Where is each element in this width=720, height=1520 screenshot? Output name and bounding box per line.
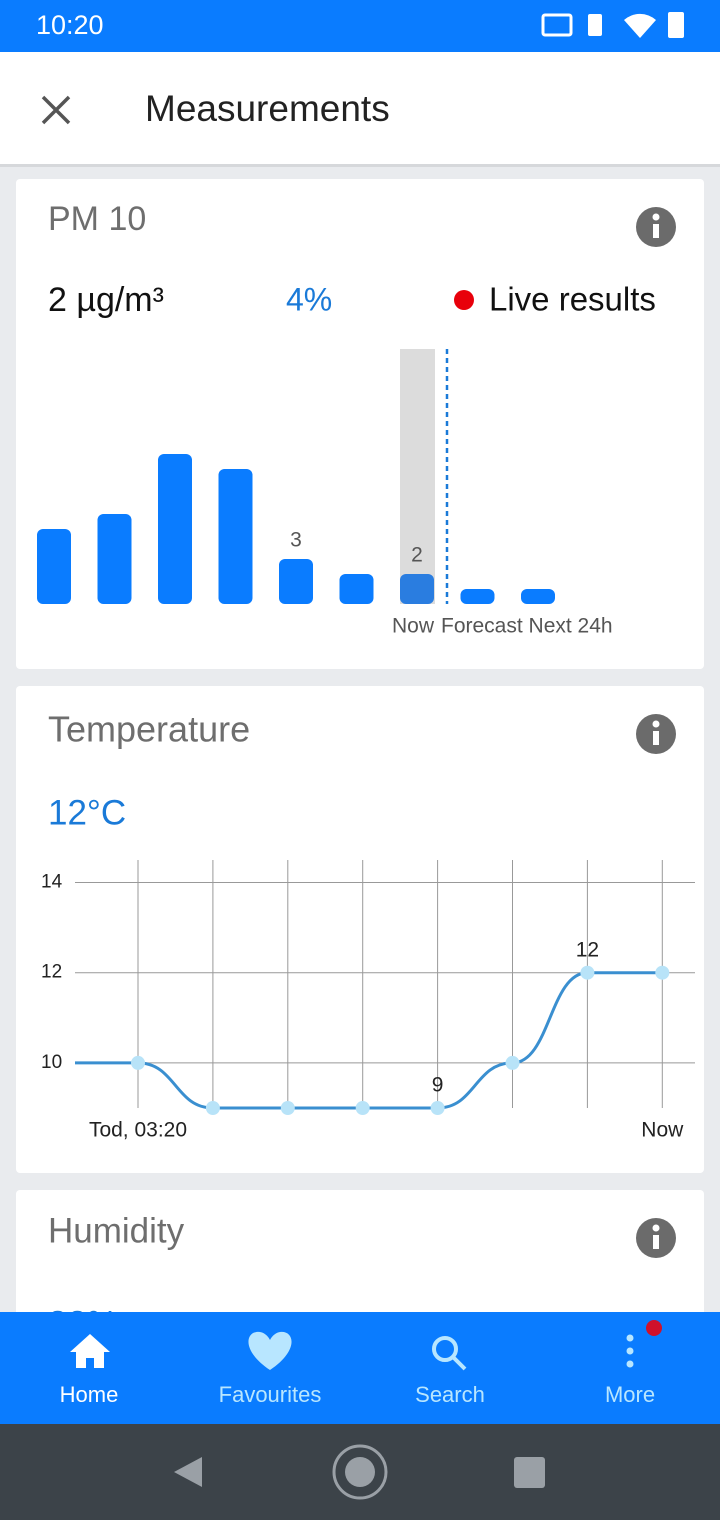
card-title: Temperature — [48, 709, 250, 750]
annotation: Forecast Next 24h — [441, 615, 613, 638]
y-tick-label: 14 — [41, 872, 63, 893]
reading-value: 12°C — [48, 793, 126, 832]
page-title: Measurements — [145, 88, 390, 129]
data-label: 2 — [411, 544, 423, 567]
x-tick-label: Tod, 03:20 — [89, 1119, 187, 1142]
recents-button[interactable] — [514, 1457, 545, 1488]
status-icons — [541, 12, 684, 38]
back-button[interactable] — [174, 1457, 202, 1487]
x-tick-label: Now — [641, 1119, 684, 1142]
heart-icon — [248, 1331, 292, 1370]
nav-item[interactable]: Search — [415, 1382, 485, 1407]
close-button[interactable] — [41, 95, 71, 125]
info-button[interactable] — [636, 1218, 676, 1258]
home-button[interactable] — [332, 1444, 388, 1500]
app-bar — [0, 52, 720, 164]
bar — [400, 574, 434, 604]
data-label: 3 — [290, 529, 302, 552]
now-highlight — [400, 349, 435, 604]
notification-badge — [646, 1320, 662, 1336]
point — [355, 1101, 370, 1115]
data-label: 9 — [432, 1074, 444, 1097]
point — [131, 1055, 145, 1070]
more-icon — [626, 1334, 634, 1368]
live-label: Live results — [489, 281, 656, 318]
point — [580, 965, 595, 980]
y-tick-label: 12 — [41, 962, 62, 983]
bar — [279, 559, 313, 604]
point — [430, 1101, 445, 1115]
point — [655, 965, 670, 980]
nav-item[interactable]: Favourites — [219, 1382, 322, 1407]
reading-value: 2 µg/m³ — [48, 281, 164, 319]
info-button[interactable] — [636, 714, 676, 754]
point — [205, 1101, 220, 1115]
search-icon — [432, 1336, 467, 1371]
app-bar-shadow — [0, 164, 720, 167]
nav-item[interactable]: Home — [60, 1382, 119, 1407]
bar — [339, 574, 374, 604]
y-tick-label: 10 — [41, 1052, 62, 1073]
card — [16, 686, 704, 1173]
info-button[interactable] — [636, 207, 676, 247]
x-tick-label: Now — [392, 615, 435, 638]
point — [280, 1101, 295, 1115]
home-icon — [70, 1334, 110, 1368]
bottom-nav — [0, 1312, 720, 1424]
card-title: Humidity — [48, 1211, 185, 1250]
charts: 3 2 Now Forecast Next 24h 10 12 14 Tod, 03:20 9 1… — [37, 454, 695, 1142]
bar — [460, 589, 495, 604]
bar — [521, 589, 555, 604]
status-time: 10:20 — [36, 10, 104, 40]
bar — [37, 529, 71, 604]
bar — [218, 469, 253, 604]
bar — [97, 514, 132, 604]
reading-percent: 4% — [286, 281, 332, 317]
nav-item[interactable]: More — [605, 1382, 655, 1407]
card-title: PM 10 — [48, 200, 146, 238]
bar — [158, 454, 192, 604]
status-bar — [0, 0, 720, 52]
live-dot — [454, 290, 474, 310]
data-label: 12 — [576, 938, 599, 961]
point — [505, 1055, 520, 1070]
